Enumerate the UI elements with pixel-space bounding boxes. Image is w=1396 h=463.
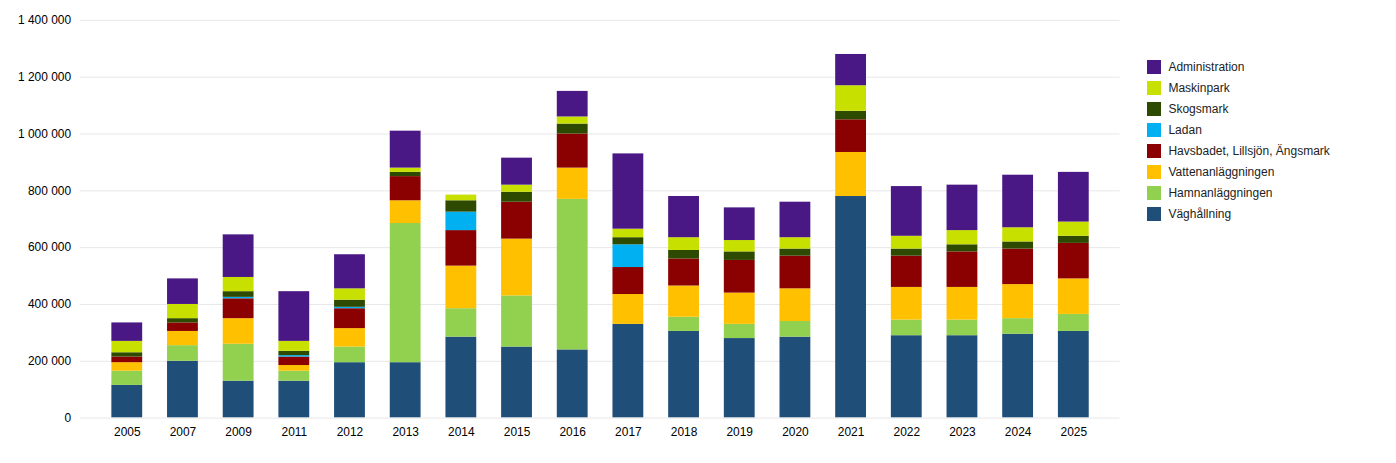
- svg-text:1 400 000: 1 400 000: [18, 13, 71, 27]
- svg-text:2017: 2017: [615, 425, 642, 439]
- svg-text:2019: 2019: [726, 425, 753, 439]
- svg-text:2025: 2025: [1061, 425, 1088, 439]
- html-text:Skogsmark: Skogsmark: [1168, 102, 1229, 116]
- svg-text:2015: 2015: [504, 425, 531, 439]
- svg-text:2005: 2005: [114, 425, 141, 439]
- html-text:Administration: Administration: [1168, 60, 1245, 74]
- svg-text:800 000: 800 000: [28, 184, 71, 198]
- svg-text:2009: 2009: [225, 425, 252, 439]
- svg-text:2018: 2018: [671, 425, 698, 439]
- svg-text:2021: 2021: [838, 425, 865, 439]
- svg-text:200 000: 200 000: [28, 354, 71, 368]
- html-text:Maskinpark: Maskinpark: [1168, 81, 1230, 95]
- svg-text:400 000: 400 000: [28, 297, 71, 311]
- svg-text:2011: 2011: [281, 425, 307, 439]
- svg-text:2024: 2024: [1005, 425, 1032, 439]
- svg-text:2013: 2013: [392, 425, 419, 439]
- svg-text:2020: 2020: [782, 425, 809, 439]
- svg-text:1 200 000: 1 200 000: [18, 70, 71, 84]
- svg-text:2007: 2007: [170, 425, 197, 439]
- svg-text:2016: 2016: [559, 425, 586, 439]
- svg-text:2023: 2023: [949, 425, 976, 439]
- html-text:Ladan: Ladan: [1168, 123, 1202, 137]
- svg-text:2014: 2014: [448, 425, 475, 439]
- svg-text:0: 0: [64, 411, 71, 425]
- svg-text:2022: 2022: [894, 425, 921, 439]
- html-text:Havsbadet, Lillsjön, Ängsmark: Havsbadet, Lillsjön, Ängsmark: [1168, 144, 1330, 158]
- html-text:Hamnanläggningen: Hamnanläggningen: [1168, 186, 1273, 200]
- html-text:Vattenanläggningen: Vattenanläggningen: [1168, 165, 1275, 179]
- svg-text:600 000: 600 000: [28, 240, 71, 254]
- svg-text:2012: 2012: [337, 425, 364, 439]
- svg-text:1 000 000: 1 000 000: [18, 127, 71, 141]
- html-text:Väghållning: Väghållning: [1168, 207, 1232, 221]
